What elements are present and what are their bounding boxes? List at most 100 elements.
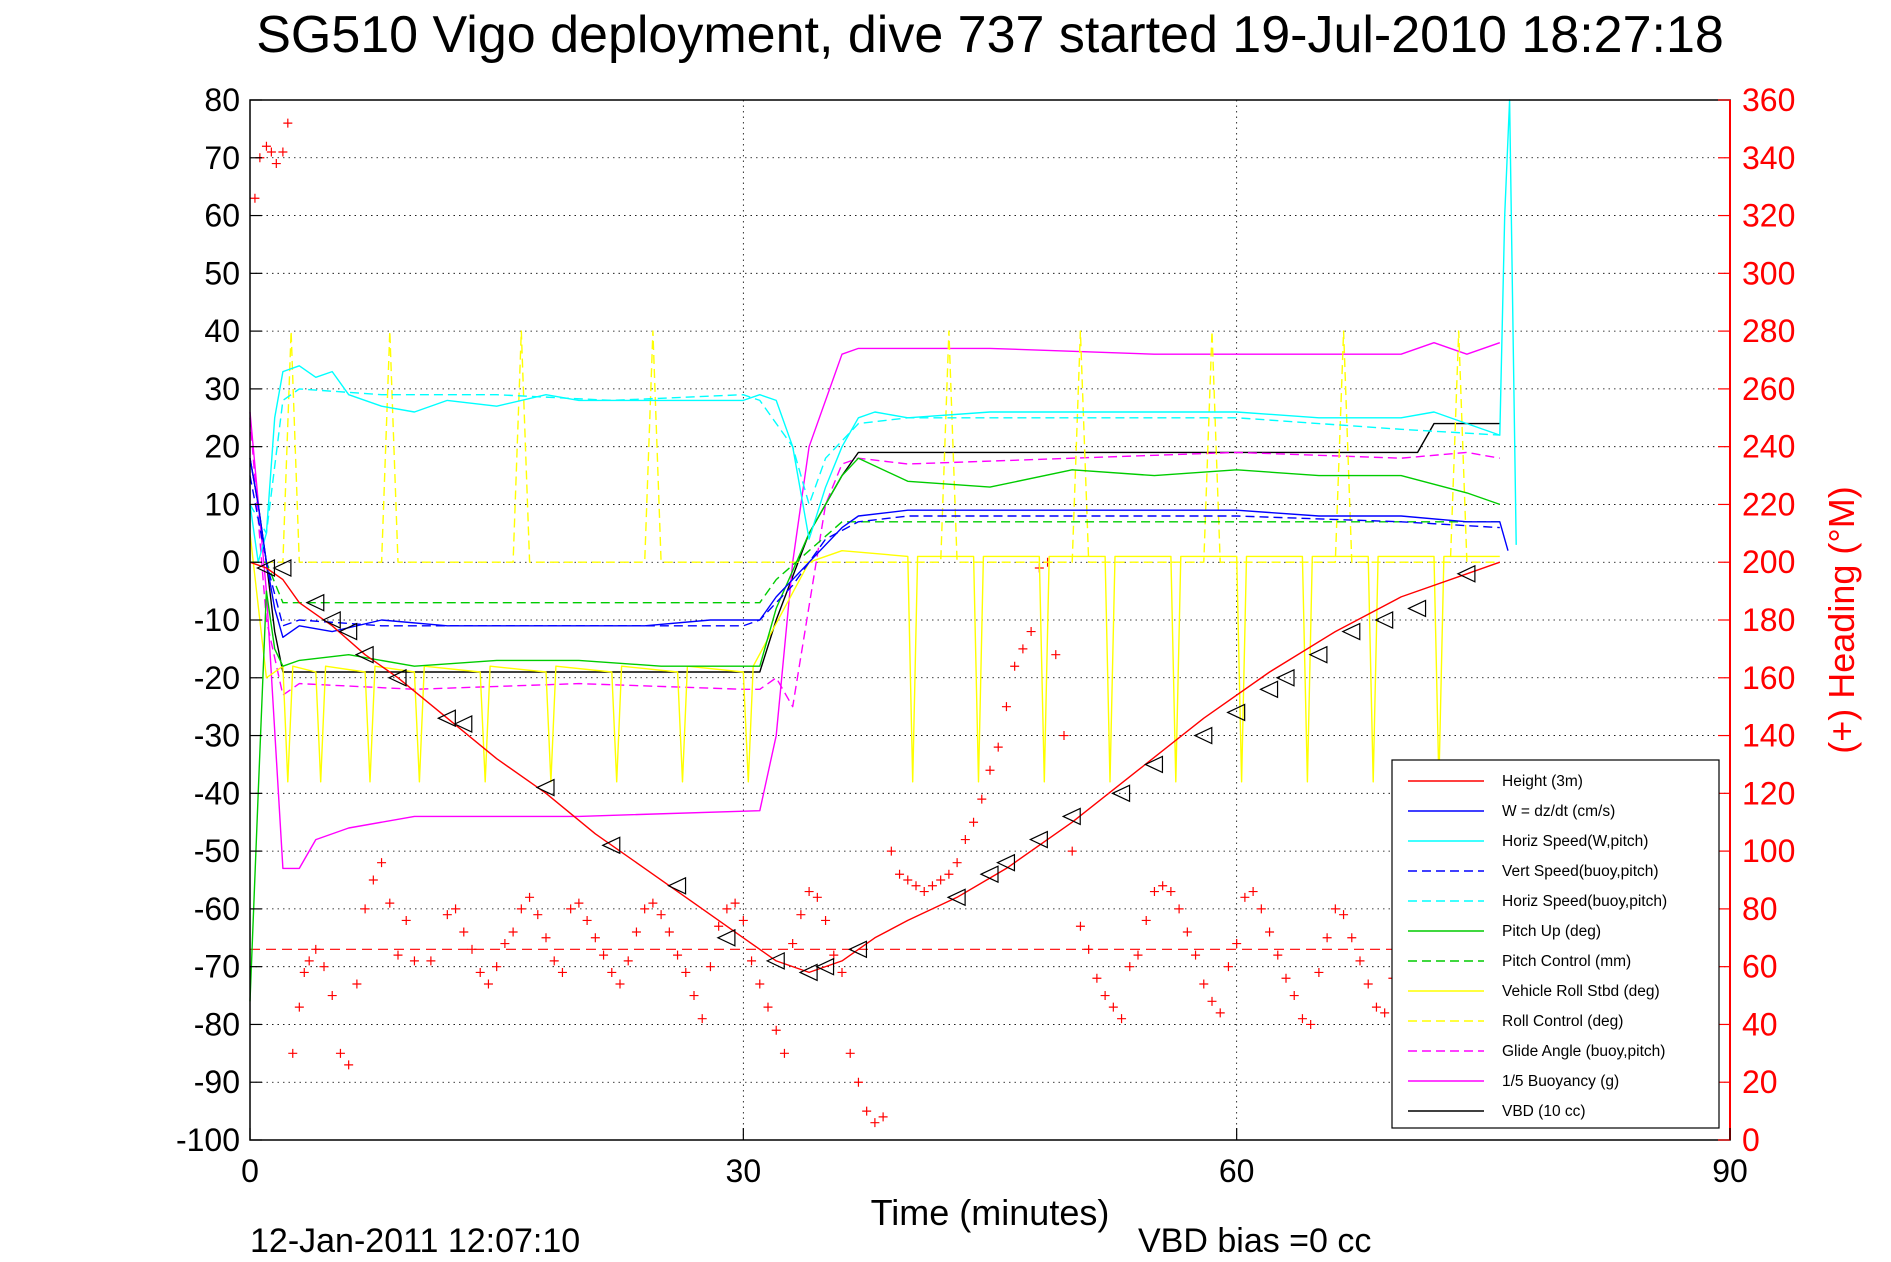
- heading-point: [730, 898, 740, 908]
- series-line: [250, 330, 1500, 563]
- y2-tick-label: 320: [1742, 198, 1795, 234]
- heading-point: [1100, 991, 1110, 1001]
- heading-point: [1084, 944, 1094, 954]
- y2-tick-label: 120: [1742, 775, 1795, 811]
- x-tick-label: 90: [1712, 1153, 1748, 1189]
- heading-point: [1339, 910, 1349, 920]
- y2-tick-label: 340: [1742, 140, 1795, 176]
- height-marker: [601, 836, 621, 855]
- heading-point: [294, 1002, 304, 1012]
- y2-tick-label: 240: [1742, 429, 1795, 465]
- heading-point: [837, 967, 847, 977]
- series-line: [249, 457, 1501, 1002]
- heading-point: [1363, 979, 1373, 989]
- y2-tick-label: 200: [1742, 544, 1795, 580]
- y2-tick-label: 60: [1742, 949, 1778, 985]
- heading-point: [1371, 1002, 1381, 1012]
- heading-point: [1355, 956, 1365, 966]
- heading-point: [845, 1048, 855, 1058]
- heading-point: [311, 944, 321, 954]
- footer-date: 12-Jan-2011 12:07:10: [250, 1222, 580, 1260]
- heading-point: [895, 869, 905, 879]
- heading-point: [1215, 1008, 1225, 1018]
- heading-point: [631, 927, 641, 937]
- heading-point: [960, 835, 970, 845]
- height-marker: [272, 559, 292, 577]
- heading-point: [911, 881, 921, 891]
- heading-point: [1306, 1019, 1316, 1029]
- heading-point: [283, 118, 293, 128]
- heading-point: [862, 1106, 872, 1116]
- y-tick-label: 70: [204, 140, 240, 176]
- heading-point: [250, 193, 260, 203]
- y2-axis: 3603403203002802602402202001801601401201…: [1718, 82, 1795, 1158]
- legend-label: Horiz Speed(buoy,pitch): [1502, 893, 1667, 910]
- heading-point: [582, 915, 592, 925]
- height-marker: [321, 611, 341, 629]
- height-marker: [1193, 726, 1213, 745]
- series-line: [249, 561, 1501, 974]
- heading-point: [919, 887, 929, 897]
- height-marker: [1259, 680, 1279, 699]
- heading-point: [607, 967, 617, 977]
- heading-point: [1133, 950, 1143, 960]
- height-marker: [946, 888, 966, 907]
- heading-point: [903, 875, 913, 885]
- heading-point: [442, 910, 452, 920]
- heading-point: [541, 933, 551, 943]
- series-line: [249, 99, 1517, 563]
- height-marker: [1226, 703, 1246, 722]
- heading-point: [1248, 887, 1258, 897]
- height-marker: [535, 778, 555, 797]
- height-marker: [765, 951, 785, 970]
- height-marker: [1456, 564, 1476, 583]
- heading-point: [944, 869, 954, 879]
- heading-point: [1018, 644, 1028, 654]
- heading-point: [261, 141, 271, 151]
- heading-point: [936, 875, 946, 885]
- heading-point: [1051, 650, 1061, 660]
- heading-point: [1166, 887, 1176, 897]
- heading-point: [673, 950, 683, 960]
- heading-point: [697, 1014, 707, 1024]
- heading-point: [1289, 991, 1299, 1001]
- height-marker: [667, 876, 687, 895]
- heading-point: [1322, 933, 1332, 943]
- plot-area: [249, 99, 1710, 1128]
- legend-label: Horiz Speed(W,pitch): [1502, 833, 1648, 850]
- heading-point: [1199, 979, 1209, 989]
- height-marker: [996, 853, 1016, 872]
- y2-tick-label: 80: [1742, 891, 1778, 927]
- heading-point: [1256, 904, 1266, 914]
- heading-point: [985, 765, 995, 775]
- height-marker: [848, 940, 868, 959]
- legend: Height (3m) W = dz/dt (cm/s) Horiz Speed(W…: [1391, 759, 1720, 1129]
- heading-point: [344, 1060, 354, 1070]
- y-tick-label: -30: [194, 718, 240, 754]
- heading-point: [1067, 846, 1077, 856]
- height-marker: [1275, 668, 1295, 687]
- heading-point: [393, 950, 403, 960]
- y2-tick-label: 220: [1742, 486, 1795, 522]
- heading-point: [483, 979, 493, 989]
- x-axis-label: Time (minutes): [871, 1192, 1110, 1233]
- heading-point: [640, 904, 650, 914]
- legend-label: W = dz/dt (cm/s): [1502, 803, 1615, 820]
- height-marker: [716, 928, 736, 947]
- heading-point: [1330, 904, 1340, 914]
- legend-label: Vehicle Roll Stbd (deg): [1502, 983, 1660, 1000]
- height-marker: [798, 963, 818, 982]
- heading-point: [288, 1048, 298, 1058]
- legend-label: Roll Control (deg): [1502, 1013, 1623, 1030]
- legend-label: Height (3m): [1502, 773, 1583, 790]
- height-marker: [387, 668, 407, 687]
- heading-point: [1141, 915, 1151, 925]
- heading-point: [1158, 881, 1168, 891]
- height-marker: [1144, 755, 1164, 774]
- y-tick-label: -90: [194, 1064, 240, 1100]
- height-marker: [453, 715, 473, 733]
- y2-tick-label: 280: [1742, 313, 1795, 349]
- heading-point: [304, 956, 314, 966]
- heading-point: [1059, 731, 1069, 741]
- heading-point: [771, 1025, 781, 1035]
